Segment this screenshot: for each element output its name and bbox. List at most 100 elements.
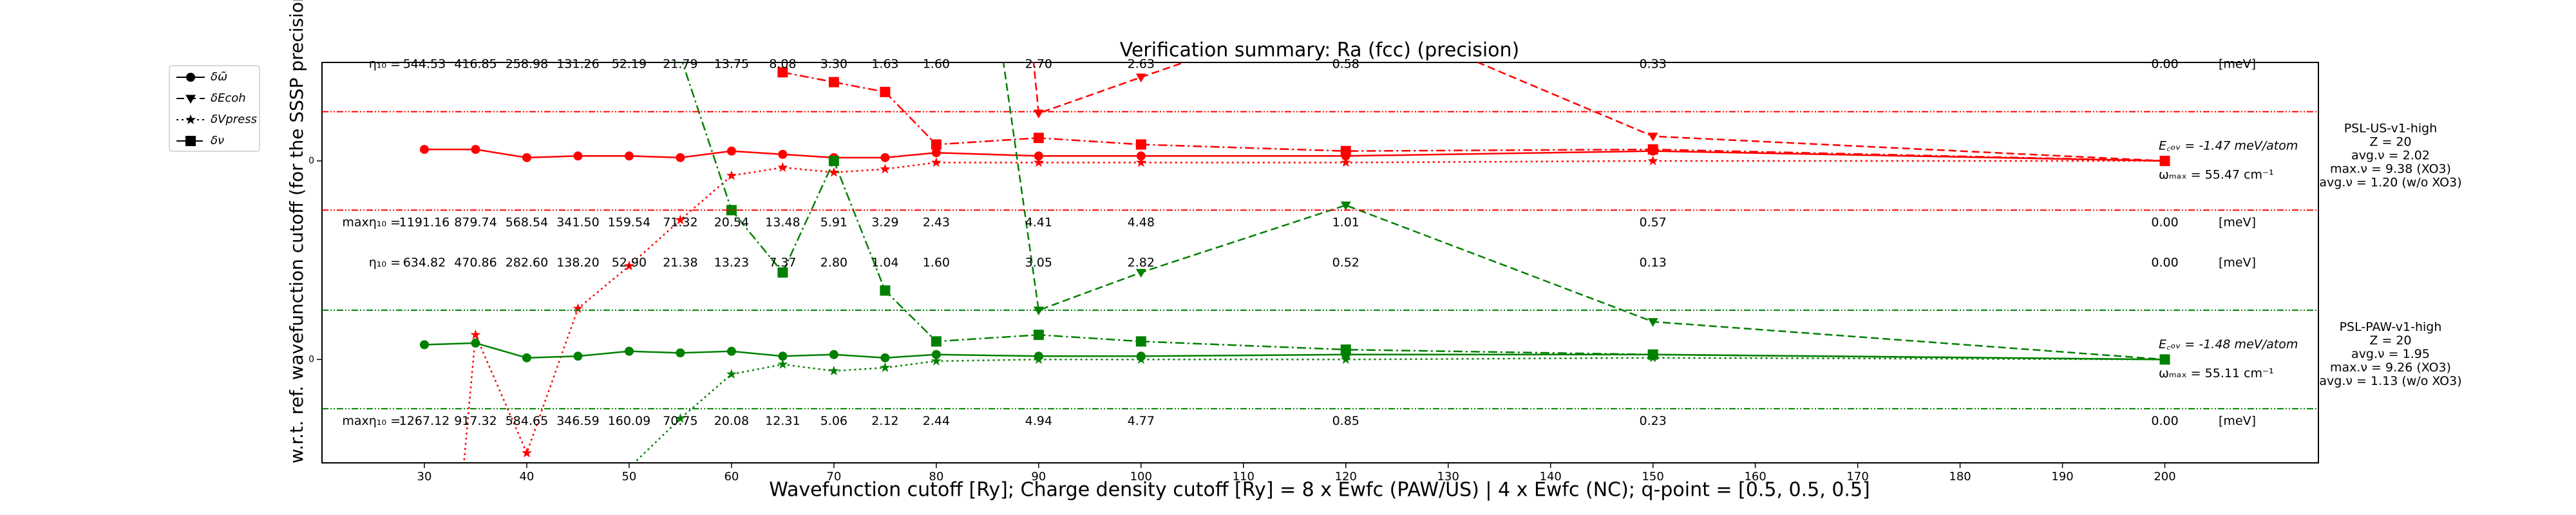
marker (629, 462, 630, 463)
unit-label: [meV] (2219, 256, 2256, 270)
x-tick-label: 50 (621, 470, 636, 483)
eta-value: 1.60 (923, 256, 950, 270)
marker (1135, 336, 1146, 347)
max-eta-value: 3.29 (871, 215, 898, 229)
marker (1033, 354, 1044, 364)
legend-label: δω̃ (211, 70, 227, 84)
marker (1033, 330, 1044, 341)
marker (1340, 344, 1351, 355)
x-tick-label: 130 (1437, 470, 1459, 483)
max-eta-value: 346.59 (556, 414, 599, 428)
marker (1033, 157, 1044, 167)
max-eta-value: 917.32 (454, 414, 497, 428)
marker (1135, 139, 1146, 150)
marker (623, 260, 634, 270)
pseudo-info: Z = 20 (2369, 135, 2411, 149)
marker (777, 359, 788, 369)
max-eta-value: 2.44 (923, 414, 950, 428)
eta-label: η₁₀ = (369, 256, 401, 270)
marker (726, 346, 736, 356)
max-eta-value: 70.75 (663, 414, 697, 428)
marker (828, 77, 839, 88)
max-eta-value: 12.31 (765, 414, 800, 428)
pseudo-info: avg.ν = 2.02 (2351, 148, 2430, 162)
marker (880, 353, 890, 362)
marker (778, 351, 788, 361)
eta-value: 1.63 (871, 57, 898, 71)
pseudo-info: avg.ν = 1.13 (w/o XO3) (2319, 374, 2461, 388)
pseudo-label: PSL-US-v1-high (2344, 121, 2438, 135)
marker (419, 145, 429, 154)
y-axis-label: w.r.t. ref. wavefunction cutoff (for the… (286, 0, 307, 464)
x-tick-label: 120 (1335, 470, 1357, 483)
marker (624, 151, 634, 161)
eta-value: 282.60 (506, 256, 548, 270)
pseudo-info: avg.ν = 1.20 (w/o XO3) (2319, 175, 2461, 189)
marker (829, 350, 838, 359)
x-tick-label: 60 (724, 470, 739, 483)
marker (1340, 145, 1351, 156)
marker (419, 340, 429, 350)
eta-label: η₁₀ = (369, 57, 401, 71)
max-eta-value: 2.43 (923, 215, 950, 229)
eta-value: 634.82 (403, 256, 446, 270)
series-line (1032, 62, 2165, 162)
eta-value: 131.26 (556, 57, 599, 71)
max-eta-value: 0.57 (1640, 215, 1667, 229)
max-eta-value: 4.94 (1025, 414, 1052, 428)
marker (726, 368, 737, 379)
max-eta-value: 0.85 (1332, 414, 1359, 428)
x-tick-label: 160 (1744, 470, 1766, 483)
eta-value: 2.82 (1128, 256, 1155, 270)
plot-frame (321, 62, 2319, 464)
unit-label: [meV] (2219, 215, 2256, 229)
marker (880, 164, 891, 174)
series-line (633, 357, 2165, 463)
marker (573, 151, 583, 161)
eta-value: 0.33 (1640, 57, 1667, 71)
marker (931, 336, 942, 347)
marker (1647, 133, 1658, 142)
eta-value: 2.63 (1128, 57, 1155, 71)
marker (880, 285, 891, 296)
max-eta-value: 5.06 (820, 414, 848, 428)
unit-label: [meV] (2219, 414, 2256, 428)
max-eta-value: 4.41 (1025, 215, 1052, 229)
max-eta-value: 1.01 (1332, 215, 1359, 229)
marker (1136, 151, 1146, 161)
marker (1135, 354, 1146, 364)
marker (522, 153, 531, 162)
eta-value: 2.70 (1025, 57, 1052, 71)
marker (778, 149, 788, 159)
max-eta-value: 1267.12 (399, 414, 450, 428)
marker (931, 350, 941, 359)
marker (777, 162, 788, 172)
x-tick-label: 190 (2051, 470, 2073, 483)
marker (676, 153, 685, 162)
max-eta-value: 0.23 (1640, 414, 1667, 428)
eta-value: 138.20 (556, 256, 599, 270)
x-tick-label: 90 (1031, 470, 1046, 483)
eta-value: 0.58 (1332, 57, 1359, 71)
max-eta-value: 20.08 (714, 414, 749, 428)
marker (521, 447, 532, 458)
omega-max: ωₘₐₓ = 55.47 cm⁻¹ (2159, 167, 2274, 182)
marker (777, 267, 788, 278)
x-tick-label: 170 (1846, 470, 1868, 483)
max-eta-value: 20.54 (714, 215, 749, 229)
max-eta-value: 4.48 (1128, 215, 1155, 229)
omega-max: ωₘₐₓ = 55.11 cm⁻¹ (2159, 366, 2274, 380)
x-axis-label: Wavefunction cutoff [Ry]; Charge density… (769, 479, 1870, 501)
x-tick-label: 30 (417, 470, 432, 483)
unit-label: [meV] (2219, 57, 2256, 71)
marker (471, 338, 480, 348)
pseudo-info: max.ν = 9.26 (XO3) (2330, 360, 2451, 375)
marker (1034, 151, 1043, 161)
marker (1647, 144, 1658, 155)
eta-value: 7.37 (769, 256, 796, 270)
marker (1135, 268, 1146, 278)
legend-box (169, 65, 260, 152)
eta-value: 13.75 (714, 57, 749, 71)
